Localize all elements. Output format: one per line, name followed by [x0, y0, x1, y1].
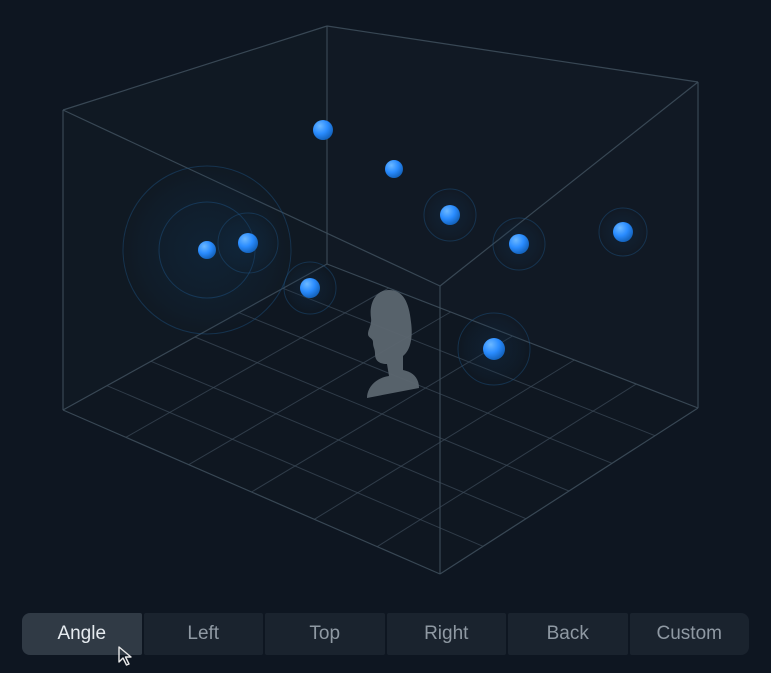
- view-tab-top[interactable]: Top: [265, 613, 385, 655]
- sound-object[interactable]: [284, 262, 336, 314]
- scene-3d[interactable]: [0, 0, 771, 600]
- view-tab-left[interactable]: Left: [144, 613, 264, 655]
- view-tab-label: Back: [547, 623, 589, 645]
- view-tab-label: Custom: [657, 623, 722, 645]
- view-tabbar: Angle Left Top Right Back Custom: [22, 613, 749, 655]
- sound-object-dot[interactable]: [313, 120, 333, 140]
- sound-object[interactable]: [385, 160, 403, 178]
- sound-object[interactable]: [218, 213, 278, 273]
- sound-object[interactable]: [424, 189, 476, 241]
- view-tab-custom[interactable]: Custom: [630, 613, 750, 655]
- view-tab-right[interactable]: Right: [387, 613, 507, 655]
- sound-object-dot[interactable]: [238, 233, 258, 253]
- sound-object-dot[interactable]: [385, 160, 403, 178]
- view-tab-angle[interactable]: Angle: [22, 613, 142, 655]
- viewport-3d-container: Angle Left Top Right Back Custom: [0, 0, 771, 673]
- sound-object-dot[interactable]: [440, 205, 460, 225]
- sound-object[interactable]: [599, 208, 647, 256]
- view-tab-back[interactable]: Back: [508, 613, 628, 655]
- view-tab-label: Right: [424, 623, 468, 645]
- sound-object[interactable]: [458, 313, 530, 385]
- view-tab-label: Top: [309, 623, 340, 645]
- sound-object-dot[interactable]: [483, 338, 505, 360]
- view-tab-label: Left: [187, 623, 219, 645]
- view-tab-label: Angle: [57, 623, 106, 645]
- sound-object[interactable]: [493, 218, 545, 270]
- sound-object-dot[interactable]: [613, 222, 633, 242]
- sound-object[interactable]: [313, 120, 333, 140]
- sound-object-dot[interactable]: [300, 278, 320, 298]
- sound-object-dot[interactable]: [198, 241, 216, 259]
- sound-object-dot[interactable]: [509, 234, 529, 254]
